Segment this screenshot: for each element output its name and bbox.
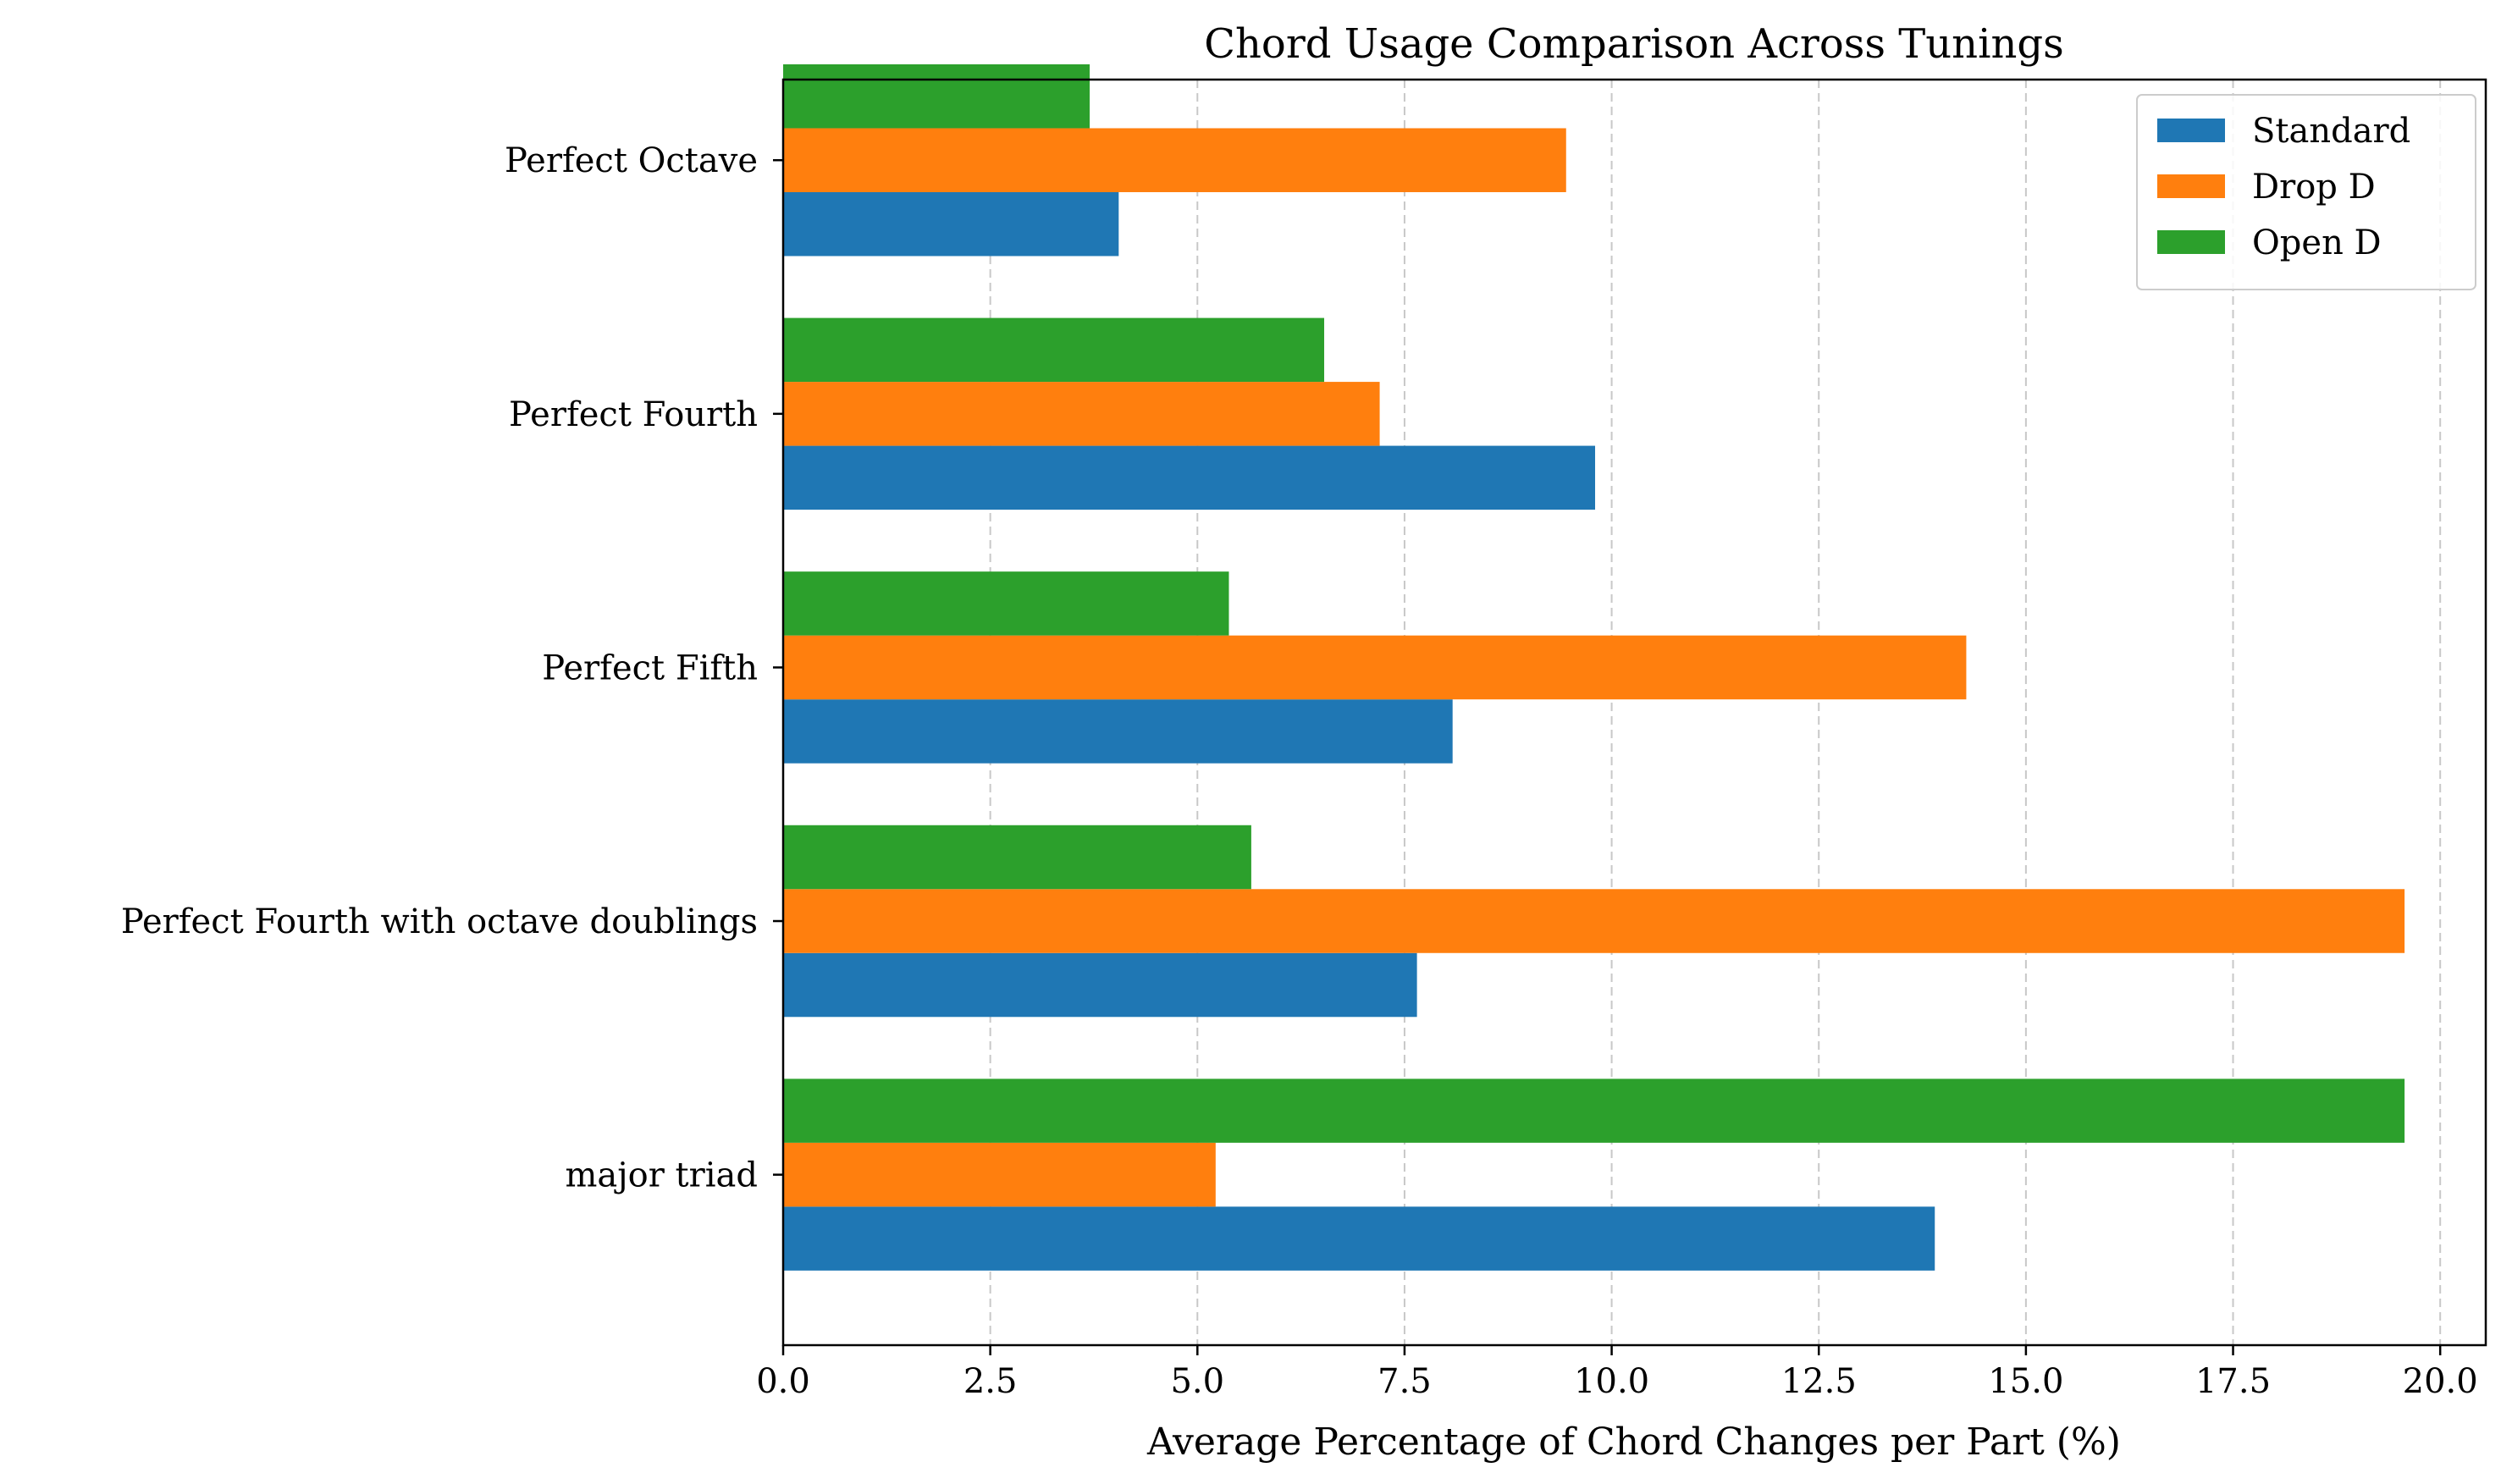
bar-open-d	[783, 317, 1325, 383]
bar-drop-d	[783, 382, 1380, 446]
y-tick-label: Perfect Fifth	[542, 648, 758, 687]
legend-swatch	[2157, 174, 2225, 198]
x-tick-label: 5.0	[1170, 1362, 1224, 1401]
x-tick-label: 10.0	[1574, 1362, 1649, 1401]
bar-open-d	[783, 825, 1251, 890]
bar-open-d	[783, 1079, 2405, 1143]
bar-drop-d	[783, 889, 2405, 953]
x-tick-label: 12.5	[1781, 1362, 1857, 1401]
bar-drop-d	[783, 635, 1967, 700]
x-axis-label: Average Percentage of Chord Changes per …	[1146, 1421, 2121, 1464]
x-tick-label: 0.0	[756, 1362, 810, 1401]
y-tick-label: Perfect Octave	[505, 141, 758, 180]
legend-swatch	[2157, 230, 2225, 254]
legend-swatch	[2157, 119, 2225, 142]
x-tick-label: 7.5	[1377, 1362, 1432, 1401]
bar-drop-d	[783, 1142, 1216, 1207]
bar-open-d	[783, 63, 1090, 129]
x-ticks: 0.0 2.5 5.0 7.5 10.0 12.5 15.0 17.5 20.0	[756, 1345, 2478, 1401]
plot-frame	[781, 78, 2487, 1347]
bar-standard	[783, 191, 1119, 257]
legend-entry: Standard	[2252, 112, 2410, 151]
x-tick-label: 2.5	[963, 1362, 1018, 1401]
grid	[989, 80, 2442, 1345]
bar-drop-d	[783, 128, 1566, 192]
bar-open-d	[783, 571, 1229, 636]
legend: Standard Drop D Open D	[2136, 94, 2476, 290]
bars	[783, 63, 2405, 1271]
bar-standard	[783, 952, 1417, 1018]
x-tick-label: 17.5	[2195, 1362, 2271, 1401]
x-tick-label: 20.0	[2403, 1362, 2478, 1401]
x-tick-label: 15.0	[1988, 1362, 2063, 1401]
y-tick-label: Perfect Fourth with octave doublings	[121, 902, 758, 941]
bar-standard	[783, 445, 1596, 510]
legend-entry: Open D	[2252, 223, 2382, 262]
y-ticks: Perfect Octave Perfect Fourth Perfect Fift…	[121, 141, 783, 1195]
legend-entry: Drop D	[2252, 168, 2376, 207]
chart-title: Chord Usage Comparison Across Tunings	[1204, 20, 2063, 68]
y-tick-label: Perfect Fourth	[509, 395, 758, 434]
bar-standard	[783, 1206, 1935, 1271]
bar-standard	[783, 699, 1453, 764]
y-tick-label: major triad	[565, 1156, 758, 1195]
